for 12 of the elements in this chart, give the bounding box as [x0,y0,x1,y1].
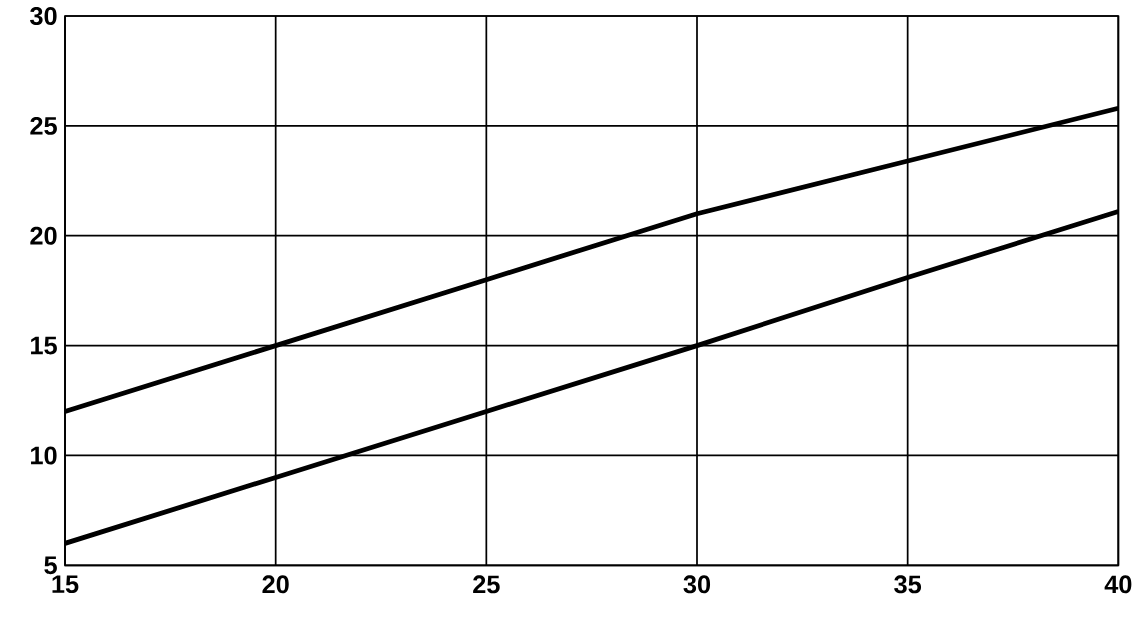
y-tick-label: 10 [31,446,57,465]
x-tick-label: 25 [473,575,500,594]
y-tick-label: 30 [30,7,57,26]
x-tick-label: 40 [1104,575,1132,594]
x-tick-label: 35 [894,575,922,594]
x-tick-label: 15 [52,575,79,594]
y-tick-label: 25 [30,117,57,136]
y-tick-label: 20 [30,226,57,245]
x-tick-label: 20 [262,575,289,594]
y-tick-label: 5 [44,556,57,575]
x-tick-label: 30 [683,575,711,594]
y-tick-label: 15 [31,336,57,355]
